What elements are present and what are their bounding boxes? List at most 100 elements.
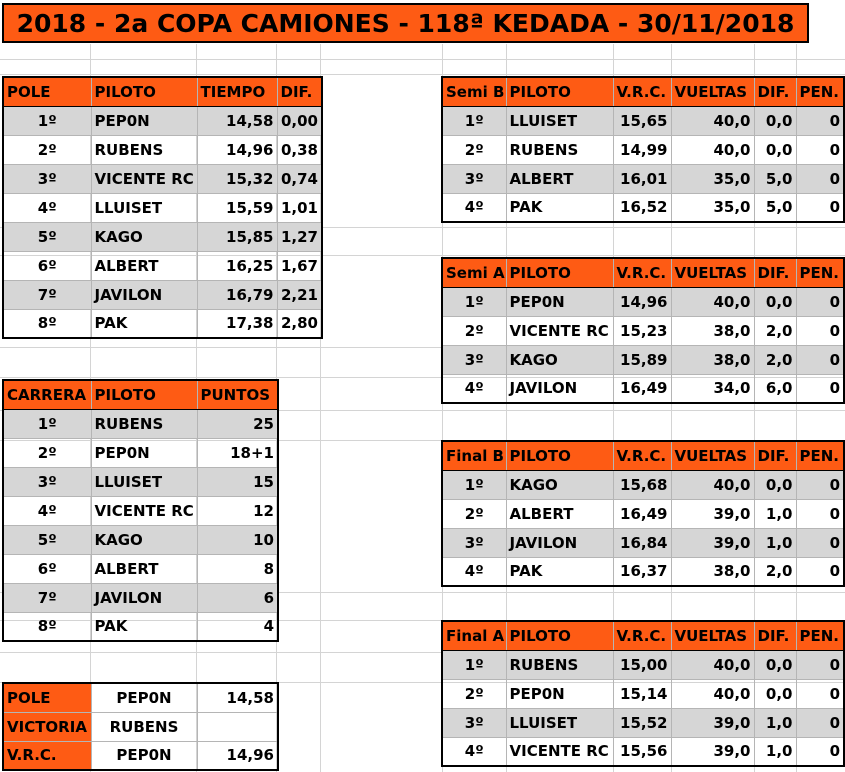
laps-cell: 34,0	[671, 374, 755, 403]
table-row: 1º PEP0N 14,58 0,00	[3, 106, 322, 136]
table-row: 3º VICENTE RC 15,32 0,74	[3, 164, 322, 194]
penalty-cell: 0	[796, 345, 844, 375]
diff-cell: 0,00	[277, 106, 322, 136]
summary-row: V.R.C. PEP0N 14,96	[3, 741, 278, 770]
vrc-cell: 14,99	[613, 135, 672, 165]
header-cell: VUELTAS	[671, 441, 755, 471]
header-cell: POLE	[3, 77, 92, 107]
table-row: 8º PAK 17,38 2,80	[3, 309, 322, 338]
summary-value: 14,58	[197, 683, 278, 713]
time-cell: 14,96	[197, 135, 278, 165]
diff-cell: 1,0	[754, 528, 797, 558]
vrc-cell: 14,96	[613, 287, 672, 317]
laps-cell: 39,0	[671, 499, 755, 529]
diff-cell: 1,0	[754, 499, 797, 529]
position-cell: 8º	[3, 309, 92, 338]
diff-cell: 1,01	[277, 193, 322, 223]
driver-cell: RUBENS	[506, 135, 614, 165]
penalty-cell: 0	[796, 650, 844, 680]
diff-cell: 0,0	[754, 650, 797, 680]
diff-cell: 6,0	[754, 374, 797, 403]
laps-cell: 39,0	[671, 737, 755, 766]
laps-cell: 40,0	[671, 470, 755, 500]
points-cell: 12	[197, 496, 278, 526]
position-cell: 4º	[442, 374, 507, 403]
driver-cell: KAGO	[506, 345, 614, 375]
diff-cell: 2,0	[754, 316, 797, 346]
penalty-cell: 0	[796, 135, 844, 165]
penalty-cell: 0	[829, 198, 840, 217]
time-cell: 15,59	[197, 193, 278, 223]
table-row: 5º KAGO 15,85 1,27	[3, 222, 322, 252]
diff-cell: 0,0	[754, 287, 797, 317]
header-cell: DIF.	[277, 77, 322, 107]
vrc-cell: 15,56	[613, 737, 672, 766]
header-cell: PEN.	[796, 621, 844, 651]
position-cell: 3º	[442, 528, 507, 558]
diff-cell: 2,80	[280, 314, 318, 333]
diff-cell: 1,0	[754, 737, 797, 766]
summary-label: POLE	[3, 683, 92, 713]
header-cell: Semi A	[442, 258, 507, 288]
header-cell: V.R.C.	[613, 621, 672, 651]
diff-cell: 2,0	[754, 345, 797, 375]
points-cell: 15	[197, 467, 278, 497]
driver-cell: LLUISET	[506, 708, 614, 738]
header-cell: PILOTO	[506, 621, 614, 651]
table-row: 2º PEP0N 18+1	[3, 438, 278, 468]
position-cell: 1º	[3, 409, 92, 439]
table-row: 4º PAK 16,52 35,0 5,0 0	[442, 193, 844, 222]
position-cell: 4º	[442, 193, 507, 222]
diff-cell: 0,74	[277, 164, 322, 194]
header-cell: VUELTAS	[671, 621, 755, 651]
position-cell: 1º	[442, 650, 507, 680]
driver-cell: LLUISET	[91, 193, 198, 223]
penalty-cell: 0	[829, 562, 840, 581]
header-cell: DIF.	[754, 621, 797, 651]
header-cell: DIF.	[754, 77, 797, 107]
table-row: 2º RUBENS 14,96 0,38	[3, 135, 322, 165]
driver-cell: PEP0N	[91, 438, 198, 468]
driver-cell: VICENTE RC	[506, 316, 614, 346]
table-header-row: CARRERA PILOTO PUNTOS	[3, 380, 278, 410]
table-row: 2º VICENTE RC 15,23 38,0 2,0 0	[442, 316, 844, 346]
diff-cell: 0,0	[754, 106, 797, 136]
position-cell: 5º	[3, 525, 92, 555]
time-cell: 15,32	[197, 164, 278, 194]
laps-cell: 40,0	[671, 650, 755, 680]
race-points-table: CARRERA PILOTO PUNTOS 1º RUBENS 25 2º PEP0N…	[2, 379, 279, 642]
vrc-cell: 15,00	[613, 650, 672, 680]
diff-cell: 5,0	[754, 193, 797, 222]
penalty-cell: 0	[796, 316, 844, 346]
laps-cell: 40,0	[671, 287, 755, 317]
position-cell: 2º	[3, 135, 92, 165]
header-cell: PILOTO	[506, 441, 614, 471]
header-cell: PUNTOS	[197, 380, 278, 410]
diff-cell: 0,0	[754, 470, 797, 500]
header-cell: PILOTO	[506, 258, 614, 288]
header-cell: Final A	[442, 621, 507, 651]
page-title: 2018 - 2a COPA CAMIONES - 118ª KEDADA - …	[2, 3, 809, 43]
penalty-cell: 0	[796, 164, 844, 194]
penalty-cell: 0	[796, 470, 844, 500]
table-row: 6º ALBERT 16,25 1,67	[3, 251, 322, 281]
header-cell: PILOTO	[91, 380, 198, 410]
table-row: 4º PAK 16,37 38,0 2,0 0	[442, 557, 844, 586]
driver-cell: RUBENS	[91, 135, 198, 165]
driver-cell: KAGO	[91, 222, 198, 252]
driver-cell: PEP0N	[506, 287, 614, 317]
penalty-cell: 0	[796, 106, 844, 136]
table-row: 4º VICENTE RC 12	[3, 496, 278, 526]
laps-cell: 35,0	[671, 164, 755, 194]
driver-cell: PAK	[91, 309, 198, 338]
position-cell: 2º	[442, 135, 507, 165]
summary-value	[196, 712, 278, 742]
table-row: 3º KAGO 15,89 38,0 2,0 0	[442, 345, 844, 375]
diff-cell: 0,38	[277, 135, 322, 165]
table-row: 7º JAVILON 6	[3, 583, 278, 613]
summary-row: VICTORIA RUBENS	[3, 712, 278, 742]
summary-value: 14,96	[226, 746, 274, 765]
position-cell: 7º	[3, 583, 92, 613]
driver-cell: RUBENS	[91, 409, 198, 439]
driver-cell: KAGO	[506, 470, 614, 500]
